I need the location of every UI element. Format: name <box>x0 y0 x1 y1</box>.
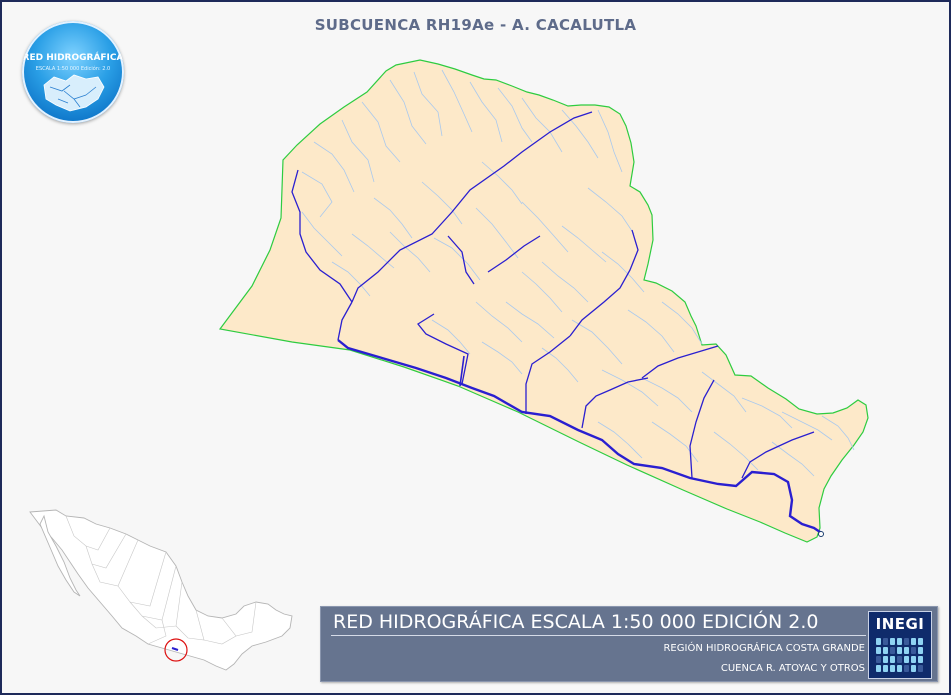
inegi-dot <box>918 647 923 654</box>
mexico-outline <box>29 509 293 671</box>
inegi-dot <box>890 665 895 672</box>
tributary-streams <box>301 69 855 477</box>
inegi-dot <box>897 665 902 672</box>
red-hidrografica-logo: RED HIDROGRÁFICA ESCALA 1:50 000 Edición… <box>22 21 124 123</box>
inegi-dot <box>890 638 895 645</box>
inegi-dot <box>876 647 881 654</box>
inegi-dot <box>918 656 923 663</box>
inegi-dot <box>890 647 895 654</box>
inegi-dot <box>904 647 909 654</box>
inegi-dot <box>883 665 888 672</box>
basin-location-mark <box>171 647 179 651</box>
mexico-locator-map <box>29 509 293 671</box>
banner-title: RED HIDROGRÁFICA ESCALA 1:50 000 EDICIÓN… <box>333 611 819 633</box>
inegi-dot <box>876 665 881 672</box>
title-banner: RED HIDROGRÁFICA ESCALA 1:50 000 EDICIÓN… <box>320 606 938 682</box>
inegi-dot <box>883 638 888 645</box>
secondary-channel-river <box>459 355 465 387</box>
main-rivers <box>291 111 815 479</box>
inegi-dot <box>911 638 916 645</box>
logo-title: RED HIDROGRÁFICA <box>22 53 124 63</box>
inegi-dot <box>876 656 881 663</box>
inegi-dot <box>911 656 916 663</box>
inegi-dot <box>897 638 902 645</box>
banner-cuenca: CUENCA R. ATOYAC Y OTROS <box>720 663 865 674</box>
inegi-dot <box>904 638 909 645</box>
inegi-dot <box>890 656 895 663</box>
inegi-dot <box>876 638 881 645</box>
basin-outlet-marker <box>818 531 824 537</box>
logo-map-icon <box>43 74 105 112</box>
inegi-dot <box>918 638 923 645</box>
baja-california-outline <box>39 514 81 597</box>
inegi-logo-text: INEGI <box>875 615 925 633</box>
state-borders <box>65 515 257 645</box>
inegi-dot <box>918 665 923 672</box>
inegi-dot <box>883 647 888 654</box>
map-title: SUBCUENCA RH19Ae - A. CACALUTLA <box>314 16 637 34</box>
banner-divider <box>331 635 866 636</box>
locator-circle <box>164 638 188 662</box>
inegi-dot <box>904 665 909 672</box>
inegi-dot-grid-icon <box>876 638 923 672</box>
banner-region: REGIÓN HIDROGRÁFICA COSTA GRANDE <box>663 643 865 654</box>
basin-area <box>218 59 869 543</box>
inegi-dot <box>897 647 902 654</box>
inegi-dot <box>897 656 902 663</box>
main-channel-river <box>337 339 821 533</box>
inegi-dot <box>883 656 888 663</box>
inegi-logo: INEGI <box>868 611 932 679</box>
inegi-dot <box>911 665 916 672</box>
inegi-dot <box>904 656 909 663</box>
logo-subtitle: ESCALA 1:50 000 Edición: 2.0 <box>35 66 111 72</box>
inegi-dot <box>911 647 916 654</box>
